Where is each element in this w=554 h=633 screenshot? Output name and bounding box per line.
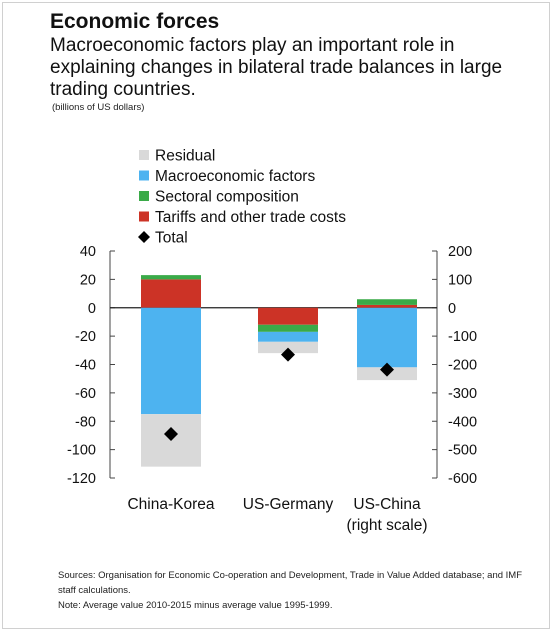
legend-swatch-residual — [139, 150, 149, 160]
right-tick-label: -500 — [448, 443, 477, 459]
right-tick-label: 100 — [448, 272, 472, 288]
bar-segment-tariffs — [258, 307, 318, 325]
right-tick-label: -100 — [448, 329, 477, 345]
left-tick-label: 40 — [80, 244, 96, 260]
left-tick-label: 20 — [80, 272, 96, 288]
legend-swatch-macro — [139, 170, 149, 181]
left-tick-label: 0 — [88, 301, 96, 317]
left-tick-label: -20 — [75, 329, 96, 345]
chart-svg: 40200-20-40-60-80-100-1202001000-100-200… — [67, 148, 477, 535]
chart-subtitle: Macroeconomic factors play an important … — [50, 35, 503, 100]
legend-swatch-total — [138, 231, 150, 243]
bar-segment-sectoral — [258, 324, 318, 332]
category-label: US-China — [353, 496, 421, 513]
definition-note: Note: Average value 2010-2015 minus aver… — [58, 600, 333, 611]
bar-segment-macro — [357, 307, 417, 368]
right-tick-label: -300 — [448, 386, 477, 402]
unit-label: (billions of US dollars) — [52, 102, 145, 113]
right-tick-label: -200 — [448, 358, 477, 374]
total-marker — [380, 362, 394, 377]
legend-label: Sectoral composition — [155, 189, 299, 206]
chart-title: Economic forces — [50, 10, 220, 33]
legend-label: Residual — [155, 148, 215, 165]
total-marker — [281, 347, 295, 362]
sources-note: Sources: Organisation for Economic Co-op… — [58, 570, 523, 596]
legend-label: Macroeconomic factors — [155, 168, 315, 185]
category-label: (right scale) — [347, 517, 428, 534]
left-tick-label: -40 — [75, 358, 96, 374]
category-label: US-Germany — [243, 496, 334, 513]
bar-segment-macro — [141, 307, 201, 415]
left-tick-label: -100 — [67, 443, 96, 459]
right-tick-label: 0 — [448, 301, 456, 317]
right-tick-label: 200 — [448, 244, 472, 260]
category-label: China-Korea — [127, 496, 214, 513]
bar-segment-macro — [258, 331, 318, 342]
legend-label: Tariffs and other trade costs — [155, 209, 346, 226]
right-tick-label: -400 — [448, 414, 477, 430]
footer: Sources: Organisation for Economic Co-op… — [58, 568, 528, 613]
bar-segment-tariffs — [357, 304, 417, 308]
legend-label: Total — [155, 230, 188, 247]
legend-swatch-tariffs — [139, 211, 149, 222]
bar-segment-residual — [258, 341, 318, 354]
left-tick-label: -120 — [67, 471, 96, 487]
right-tick-label: -600 — [448, 471, 477, 487]
legend-swatch-sectoral — [139, 191, 149, 201]
bar-segment-sectoral — [141, 275, 201, 280]
total-marker — [164, 427, 178, 442]
left-tick-label: -80 — [75, 414, 96, 430]
left-tick-label: -60 — [75, 386, 96, 402]
bar-segment-tariffs — [141, 279, 201, 308]
bar-segment-sectoral — [357, 299, 417, 305]
